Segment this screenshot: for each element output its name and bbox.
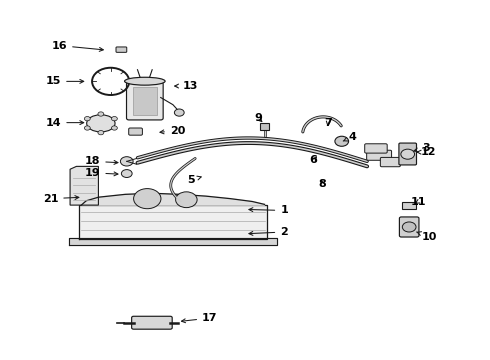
Circle shape	[401, 149, 415, 159]
Text: 6: 6	[310, 155, 318, 165]
Polygon shape	[81, 193, 265, 205]
FancyBboxPatch shape	[399, 217, 419, 237]
Text: 2: 2	[249, 227, 288, 237]
FancyBboxPatch shape	[126, 82, 163, 120]
Polygon shape	[70, 166, 98, 205]
Circle shape	[121, 157, 133, 166]
Text: 9: 9	[255, 113, 263, 123]
FancyBboxPatch shape	[129, 128, 143, 135]
Bar	[133, 87, 157, 115]
Ellipse shape	[124, 77, 165, 85]
Text: 7: 7	[324, 118, 332, 128]
FancyBboxPatch shape	[380, 157, 400, 167]
Polygon shape	[79, 205, 267, 239]
Text: 18: 18	[85, 156, 118, 166]
Text: 1: 1	[249, 206, 288, 216]
Text: 14: 14	[46, 118, 84, 128]
Text: 12: 12	[417, 147, 436, 157]
Text: 16: 16	[51, 41, 103, 51]
Bar	[260, 123, 270, 130]
Circle shape	[335, 136, 348, 146]
Circle shape	[111, 117, 117, 121]
FancyBboxPatch shape	[116, 47, 127, 52]
Polygon shape	[69, 238, 277, 245]
Circle shape	[134, 189, 161, 209]
Text: 5: 5	[188, 175, 201, 185]
Text: 15: 15	[46, 76, 84, 86]
Text: 20: 20	[160, 126, 185, 135]
Text: 17: 17	[181, 313, 218, 323]
FancyBboxPatch shape	[367, 150, 392, 160]
Circle shape	[174, 109, 184, 116]
Text: 4: 4	[343, 132, 356, 142]
Circle shape	[175, 192, 197, 208]
Circle shape	[122, 170, 132, 177]
Circle shape	[98, 131, 104, 135]
FancyBboxPatch shape	[399, 143, 416, 165]
Ellipse shape	[87, 115, 115, 132]
Text: 13: 13	[174, 81, 198, 91]
Circle shape	[98, 112, 104, 116]
FancyBboxPatch shape	[365, 144, 387, 153]
Circle shape	[402, 222, 416, 232]
Circle shape	[84, 126, 90, 130]
Circle shape	[84, 117, 90, 121]
Text: 10: 10	[416, 232, 438, 242]
Text: 11: 11	[411, 197, 426, 207]
Text: 21: 21	[43, 194, 79, 204]
Text: 19: 19	[85, 168, 118, 178]
FancyBboxPatch shape	[132, 316, 172, 329]
Text: 8: 8	[318, 179, 326, 189]
Bar	[402, 202, 416, 210]
Text: 3: 3	[414, 143, 430, 153]
Circle shape	[111, 126, 117, 130]
